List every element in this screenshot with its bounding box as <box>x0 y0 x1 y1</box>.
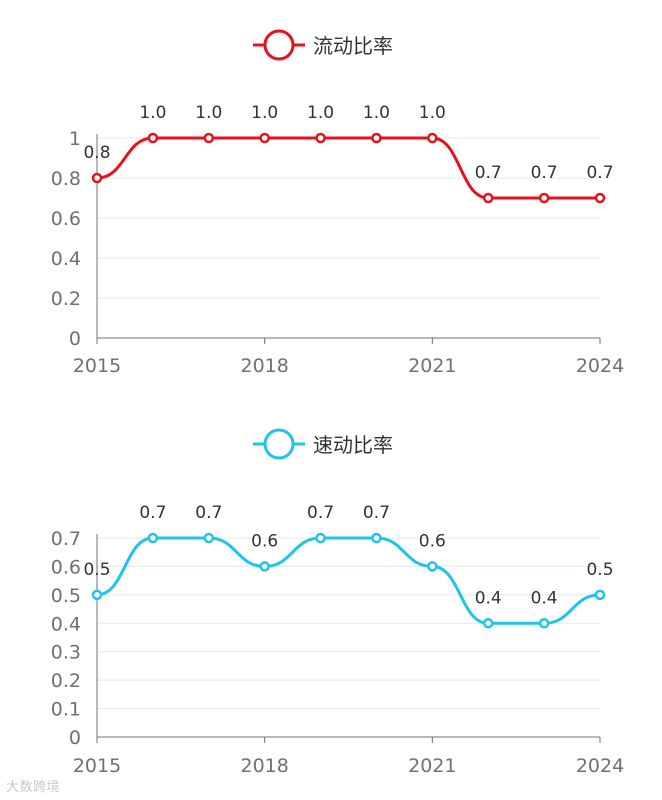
data-point <box>259 132 270 144</box>
y-tick-label: 0.2 <box>51 670 81 692</box>
grid: 00.20.40.60.81 <box>51 128 600 350</box>
data-label: 0.7 <box>475 163 502 183</box>
series-line <box>96 536 601 625</box>
data-point <box>594 589 606 601</box>
data-label: 1.0 <box>419 103 446 123</box>
data-point <box>538 192 550 204</box>
data-label: 0.5 <box>586 560 613 580</box>
data-label: 1.0 <box>251 103 278 123</box>
x-tick-label: 2015 <box>73 755 121 777</box>
data-point <box>594 192 606 204</box>
data-point <box>203 532 215 544</box>
data-label: 0.5 <box>83 560 110 580</box>
y-tick-label: 0.6 <box>51 556 81 578</box>
y-tick-label: 0.8 <box>51 168 81 190</box>
data-point <box>427 132 438 144</box>
legend: 流动比率 <box>253 29 393 61</box>
data-label: 1.0 <box>195 103 222 123</box>
grid: 00.10.20.30.40.50.60.7 <box>51 528 600 749</box>
data-point <box>315 532 326 544</box>
data-label: 0.7 <box>307 503 334 523</box>
x-tick-label: 2021 <box>408 355 456 377</box>
y-tick-label: 0.5 <box>51 585 81 607</box>
legend-marker <box>263 29 295 61</box>
data-label: 1.0 <box>307 103 334 123</box>
data-point <box>147 132 159 144</box>
data-point <box>259 561 270 572</box>
data-point <box>315 132 326 144</box>
y-tick-label: 0 <box>69 727 81 749</box>
x-tick-label: 2015 <box>73 355 121 377</box>
data-label: 0.7 <box>195 503 222 523</box>
y-tick-label: 0.2 <box>51 288 81 310</box>
data-label: 0.4 <box>475 588 502 608</box>
data-point <box>203 132 215 144</box>
y-tick-label: 0 <box>69 328 81 350</box>
data-point <box>427 561 438 572</box>
data-label: 0.4 <box>531 588 558 608</box>
y-tick-label: 0.4 <box>51 613 81 635</box>
data-label: 0.6 <box>419 531 446 551</box>
data-label: 1.0 <box>363 103 390 123</box>
data-label: 0.7 <box>531 163 558 183</box>
series-line <box>96 136 600 200</box>
legend-label: 速动比率 <box>313 433 393 457</box>
legend: 速动比率 <box>253 428 393 460</box>
legend-label: 流动比率 <box>313 34 393 58</box>
x-tick-label: 2024 <box>576 755 624 777</box>
data-point <box>482 192 494 204</box>
y-tick-label: 0.4 <box>51 248 81 270</box>
data-point <box>371 132 382 144</box>
y-tick-label: 0.7 <box>51 528 81 550</box>
data-point <box>371 532 382 544</box>
x-tick-label: 2021 <box>408 755 456 777</box>
y-tick-label: 0.6 <box>51 208 81 230</box>
data-label: 1.0 <box>139 103 166 123</box>
y-tick-label: 0.1 <box>51 699 81 721</box>
data-label: 0.8 <box>83 143 110 163</box>
data-point <box>482 618 494 629</box>
x-tick-label: 2018 <box>240 755 288 777</box>
x-tick-label: 2018 <box>240 355 288 377</box>
data-point <box>91 172 103 184</box>
y-tick-label: 1 <box>69 128 81 150</box>
data-point <box>538 618 550 629</box>
data-label: 0.7 <box>363 503 390 523</box>
data-point <box>91 589 103 601</box>
watermark-text: 大数跨境 <box>6 780 61 795</box>
data-label: 0.7 <box>586 163 613 183</box>
y-tick-label: 0.3 <box>51 642 81 664</box>
x-tick-label: 2024 <box>576 355 624 377</box>
legend-marker <box>263 428 295 460</box>
data-label: 0.7 <box>139 503 166 523</box>
data-label: 0.6 <box>251 531 278 551</box>
data-point <box>147 532 159 544</box>
